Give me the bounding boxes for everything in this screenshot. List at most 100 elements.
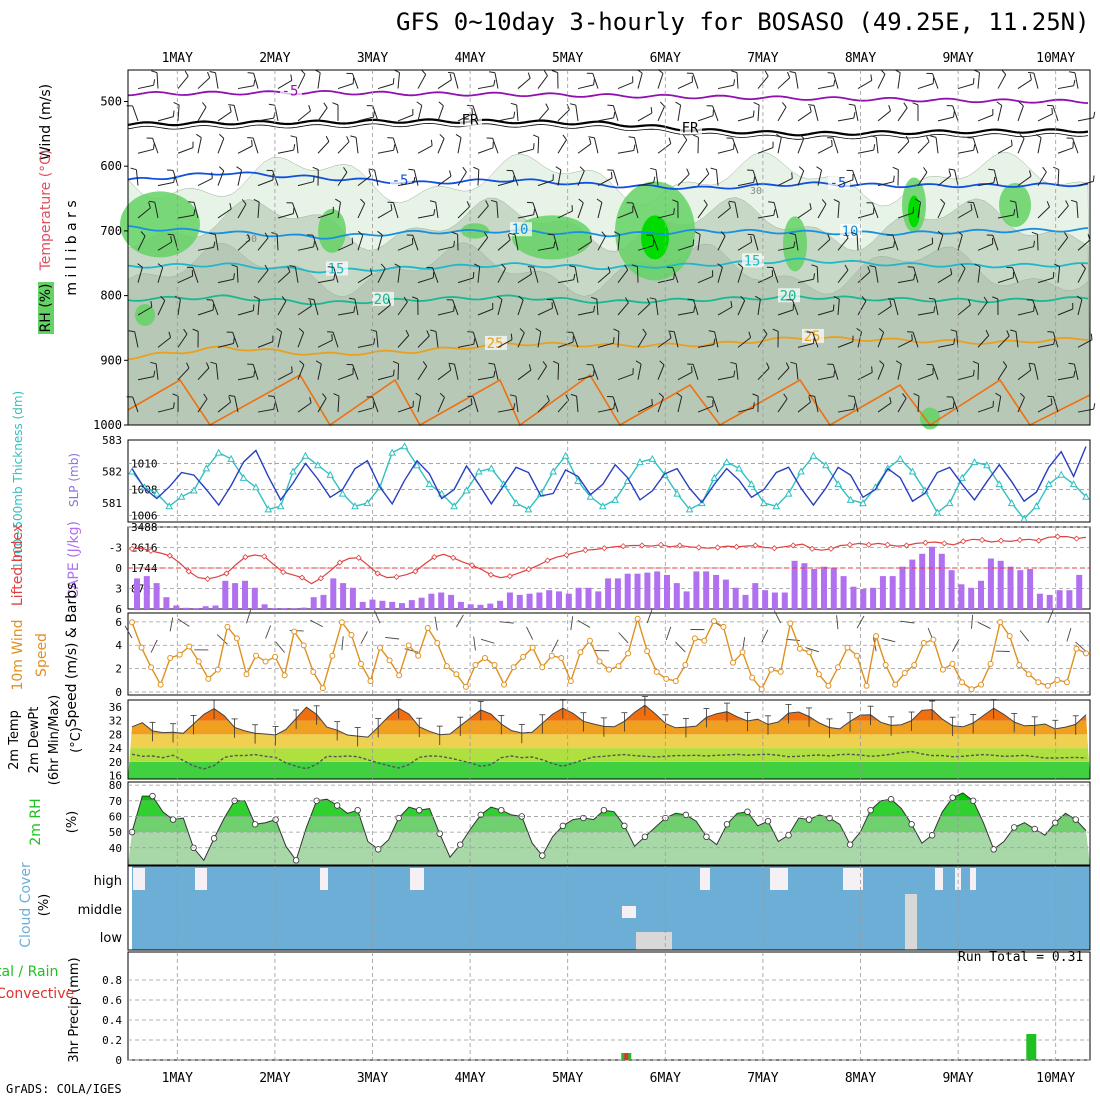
- wind-barb: [1017, 138, 1025, 154]
- wind-barb-flag: [705, 168, 710, 175]
- x-tick-label-top: 8MAY: [845, 51, 876, 66]
- y-tick-label-left: 582: [102, 466, 122, 479]
- wind-barb-flag: [140, 231, 146, 237]
- wind-barb: [517, 214, 534, 219]
- cape-bar: [359, 601, 366, 609]
- wind-barb-flag: [551, 302, 553, 309]
- wind-barb: [917, 373, 934, 381]
- wind-barb-flag: [569, 103, 576, 106]
- wind-barb: [777, 398, 788, 413]
- isotherm-freezing-secondary: [127, 122, 1089, 140]
- wind-barb-flag: [490, 199, 497, 203]
- wind-barb: [155, 363, 159, 380]
- thickness-point: [276, 502, 285, 510]
- rh-point: [805, 816, 813, 823]
- wind-barb: [637, 245, 654, 251]
- wind-barb: [817, 145, 833, 154]
- wind-barb: [652, 235, 659, 251]
- wind-barb-flag: [776, 133, 782, 139]
- wind-barb-flag: [953, 111, 955, 118]
- lifted-index-point: [714, 544, 721, 551]
- wind-barb: [897, 339, 913, 348]
- wind-barb: [497, 180, 514, 187]
- wind-barb: [257, 299, 260, 316]
- wind-barb: [297, 110, 311, 122]
- rh-point: [723, 821, 731, 828]
- wind-barb: [737, 116, 754, 122]
- wind-speed-point: [129, 619, 135, 626]
- wind-barb: [274, 105, 279, 122]
- wind-barb: [1077, 180, 1094, 187]
- wind-barb-flag: [596, 198, 603, 203]
- wind-barb: [197, 106, 207, 122]
- wind-barb-flag: [430, 329, 437, 332]
- wind-barb: [217, 170, 225, 186]
- y-tick-label-left: 583: [102, 434, 122, 447]
- cloud-low-patch: [905, 894, 917, 950]
- wind-barb-flag: [782, 102, 787, 108]
- cape-bar: [1036, 593, 1043, 609]
- rh-saturated-blob: [783, 216, 807, 272]
- wind-barb: [537, 307, 553, 316]
- wind-barb-flag: [313, 175, 315, 182]
- wind-barb: [574, 266, 579, 283]
- wind-barb-flag: [553, 241, 556, 248]
- wind-barb-flag: [892, 166, 899, 171]
- wind-barb-flag: [930, 135, 937, 138]
- wind-barb-flag: [343, 167, 348, 173]
- wind-barb-flag: [209, 232, 216, 235]
- wind-barb: [177, 75, 189, 89]
- cape-bar: [752, 583, 759, 609]
- wind-barb-flag: [747, 233, 754, 236]
- lifted-index-point: [374, 570, 381, 577]
- wind-barb: [134, 331, 139, 348]
- thickness-point: [648, 454, 657, 462]
- wind-barb-flag: [593, 369, 595, 376]
- wind-barb-flag: [528, 364, 532, 371]
- wind-barb-flag: [533, 134, 539, 138]
- wind-barb: [537, 179, 554, 187]
- wind-speed-point: [243, 671, 250, 678]
- lifted-index-point: [884, 541, 891, 548]
- wind-barb-flag: [708, 330, 715, 333]
- wind-barb: [893, 299, 899, 316]
- wind-barb-flag: [1052, 272, 1055, 279]
- wind-barb-flag: [325, 135, 330, 142]
- wind-barb: [875, 137, 879, 154]
- wind-barb-flag: [228, 394, 235, 397]
- y-tick-label-right: 1010: [131, 457, 158, 470]
- wind-barb-flag: [357, 230, 364, 236]
- cape-bar: [713, 574, 720, 609]
- cape-bar: [958, 584, 965, 609]
- wind-barb-flag: [236, 166, 242, 171]
- wind-barb-flag: [447, 71, 454, 74]
- wind-barb: [480, 638, 495, 644]
- wind-barb: [1077, 239, 1091, 251]
- wind-barb: [657, 396, 664, 413]
- wind-barb-flag: [415, 392, 421, 397]
- thickness-point: [908, 467, 917, 475]
- wind-speed-point: [148, 664, 155, 671]
- wind-barb: [216, 634, 228, 645]
- wind-speed-point: [978, 681, 985, 688]
- wind-barb: [575, 105, 579, 121]
- lifted-index-point: [317, 575, 324, 582]
- wind-barb-flag: [430, 139, 433, 146]
- wind-barb: [217, 278, 234, 284]
- x-tick-label-bottom: 9MAY: [942, 1071, 973, 1086]
- lifted-index-point: [997, 537, 1005, 544]
- wind-barb: [215, 363, 219, 380]
- wind-barb-flag: [421, 69, 427, 75]
- wind-barb: [392, 137, 399, 154]
- wind-barb: [697, 344, 714, 348]
- wind-barb: [477, 85, 494, 90]
- wind-barb: [777, 137, 782, 154]
- wind-barb-flag: [291, 366, 293, 373]
- wind-barb: [517, 299, 524, 316]
- cape-bar: [232, 583, 239, 609]
- lifted-index-point: [185, 568, 192, 575]
- wind-barb-flag: [148, 202, 151, 209]
- wind-barb-flag: [988, 168, 995, 171]
- wind-barb-flag: [137, 263, 143, 268]
- wind-barb-flag: [915, 198, 921, 203]
